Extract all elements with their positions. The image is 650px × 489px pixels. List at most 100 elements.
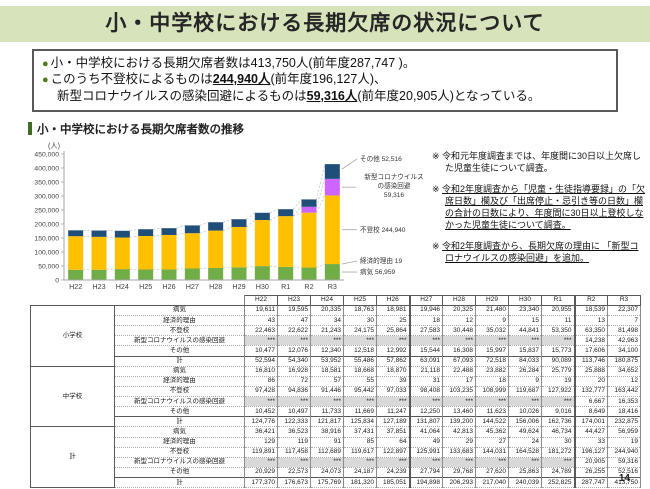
table-cell: 12,518 bbox=[343, 345, 377, 357]
table-cell: 21,480 bbox=[475, 305, 509, 317]
x-tick-label: H22 bbox=[69, 282, 82, 291]
table-cell: 19,611 bbox=[244, 305, 278, 317]
table-cell: 27,794 bbox=[408, 467, 443, 479]
table-cell: 19 bbox=[607, 437, 641, 448]
col-header-H27: H27 bbox=[408, 294, 443, 306]
col-header-H23: H23 bbox=[277, 294, 311, 306]
table-cell: *** bbox=[475, 396, 509, 408]
table-cell: 18,668 bbox=[343, 366, 377, 377]
table-cell: 37,431 bbox=[343, 426, 377, 438]
row-label: 病気 bbox=[114, 305, 245, 317]
summary-bullet: 新型コロナウイルスの感染回避によるものは59,316人(前年度20,905人)と… bbox=[42, 88, 608, 104]
x-tick-label: H25 bbox=[139, 282, 152, 291]
bars bbox=[68, 163, 340, 280]
table-cell: 19,946 bbox=[408, 305, 443, 317]
table-cell: 34 bbox=[310, 315, 344, 327]
svg-text:250,000: 250,000 bbox=[34, 207, 59, 214]
table-row: その他 10,477 12,076 12,340 12,518 12,992 15,544 1… bbox=[31, 345, 641, 357]
table-cell: 36,523 bbox=[277, 426, 311, 438]
table-cell: 26,284 bbox=[508, 366, 542, 377]
bar-segment bbox=[138, 269, 154, 280]
table-cell: 12,992 bbox=[376, 345, 410, 357]
x-tick-label: R3 bbox=[328, 282, 337, 291]
row-label: その他 bbox=[114, 345, 245, 357]
table-cell: 25 bbox=[376, 315, 410, 327]
row-label: 新型コロナウイルスの感染回避 bbox=[114, 335, 245, 347]
row-label: 病気 bbox=[114, 366, 245, 377]
col-header-R3: R3 bbox=[607, 294, 641, 306]
svg-text:100,000: 100,000 bbox=[34, 249, 59, 256]
table-cell: 12,076 bbox=[277, 345, 311, 357]
table-cell: 133,683 bbox=[442, 447, 476, 458]
table-cell: 72,518 bbox=[475, 355, 509, 367]
table-cell: 22,463 bbox=[244, 325, 278, 337]
table-row: 不登校 119,891 117,458 112,689 119,617 122,897 12… bbox=[31, 447, 641, 458]
table-row: 計 124,776 122,333 121,817 125,834 127,189 131,… bbox=[31, 416, 641, 428]
bar-segment bbox=[184, 233, 200, 269]
table-cell: 44,427 bbox=[573, 426, 608, 438]
row-group-label: 小学校 bbox=[30, 304, 115, 367]
row-label: 計 bbox=[114, 416, 245, 428]
table-cell: 10,497 bbox=[277, 406, 311, 418]
table-cell: 132,777 bbox=[573, 386, 608, 398]
table-cell: 25,888 bbox=[573, 366, 608, 377]
table-cell: 24,789 bbox=[541, 467, 575, 479]
table-cell: 16,928 bbox=[277, 366, 311, 377]
table-cell: 12,250 bbox=[408, 406, 443, 418]
bar-segment bbox=[161, 234, 177, 270]
table-cell: 11,247 bbox=[376, 406, 410, 418]
col-header-H28: H28 bbox=[442, 294, 476, 306]
table-cell: 13 bbox=[573, 315, 608, 327]
table-cell: 22,488 bbox=[442, 366, 476, 377]
table-cell: 156,006 bbox=[508, 416, 542, 428]
bar-segment bbox=[138, 229, 154, 236]
table-cell: 15 bbox=[508, 315, 542, 327]
col-header-H24: H24 bbox=[310, 294, 344, 306]
summary-text: このうち不登校によるものは bbox=[50, 72, 213, 87]
axis-unit-label: (人) bbox=[48, 141, 60, 150]
table-cell: 196,127 bbox=[573, 447, 608, 458]
table-row: 中学校 病気 16,810 16,928 18,581 18,668 18,870 21,11… bbox=[30, 365, 641, 428]
table-header-row: H22 H23 H24 H25 H26 H27 H28 H29 H30 R1 R2 R3 bbox=[30, 294, 641, 306]
table-cell: *** bbox=[508, 396, 542, 408]
table-cell: 163,442 bbox=[607, 386, 641, 398]
svg-text:200,000: 200,000 bbox=[34, 221, 59, 228]
table-row: 経済的理由 86 72 57 55 39 31 17 18 9 19 20 12 bbox=[31, 376, 641, 387]
table-cell: 10,452 bbox=[244, 406, 278, 418]
table-cell: 91,446 bbox=[310, 386, 344, 398]
table-cell: 175,769 bbox=[310, 477, 344, 489]
table-cell: *** bbox=[277, 457, 311, 468]
table-cell: 16,308 bbox=[442, 345, 476, 357]
bar-segment bbox=[301, 267, 317, 280]
svg-text:150,000: 150,000 bbox=[34, 235, 59, 242]
svg-text:0: 0 bbox=[55, 277, 59, 284]
summary-text: 小・中学校における長期欠席者数は413,750人(前年度287,747 )。 bbox=[50, 56, 416, 70]
table-cell: *** bbox=[408, 335, 443, 347]
table-cell: 13,460 bbox=[442, 406, 476, 418]
annotation-label: その他 52,516 bbox=[360, 154, 402, 163]
table-cell: 24,073 bbox=[310, 467, 344, 479]
table-cell: 18 bbox=[475, 376, 509, 387]
table-cell: *** bbox=[376, 335, 410, 347]
table-cell: *** bbox=[244, 396, 278, 408]
table-cell: 30 bbox=[541, 437, 575, 448]
bar-segment bbox=[68, 269, 84, 280]
table-cell: 122,897 bbox=[376, 447, 410, 458]
table-cell: *** bbox=[277, 335, 311, 347]
table-cell: 181,320 bbox=[343, 477, 377, 489]
table-cell: 20 bbox=[573, 376, 608, 387]
summary-text: (前年度196,127人)、 bbox=[270, 72, 387, 87]
table-cell: 7 bbox=[607, 315, 641, 327]
table-cell: 19,595 bbox=[277, 305, 311, 317]
table-cell: 49,624 bbox=[508, 426, 542, 438]
table-cell: 119 bbox=[277, 437, 311, 448]
annotation-label: 病気 56,959 bbox=[360, 267, 396, 276]
bar-segment bbox=[254, 212, 270, 220]
table-corner-cell bbox=[30, 295, 245, 306]
bar-segment bbox=[208, 222, 224, 231]
table-cell: 121,817 bbox=[310, 416, 344, 428]
bar-segment bbox=[278, 266, 294, 280]
table-cell: *** bbox=[376, 457, 410, 468]
table-cell: 43 bbox=[244, 315, 278, 327]
